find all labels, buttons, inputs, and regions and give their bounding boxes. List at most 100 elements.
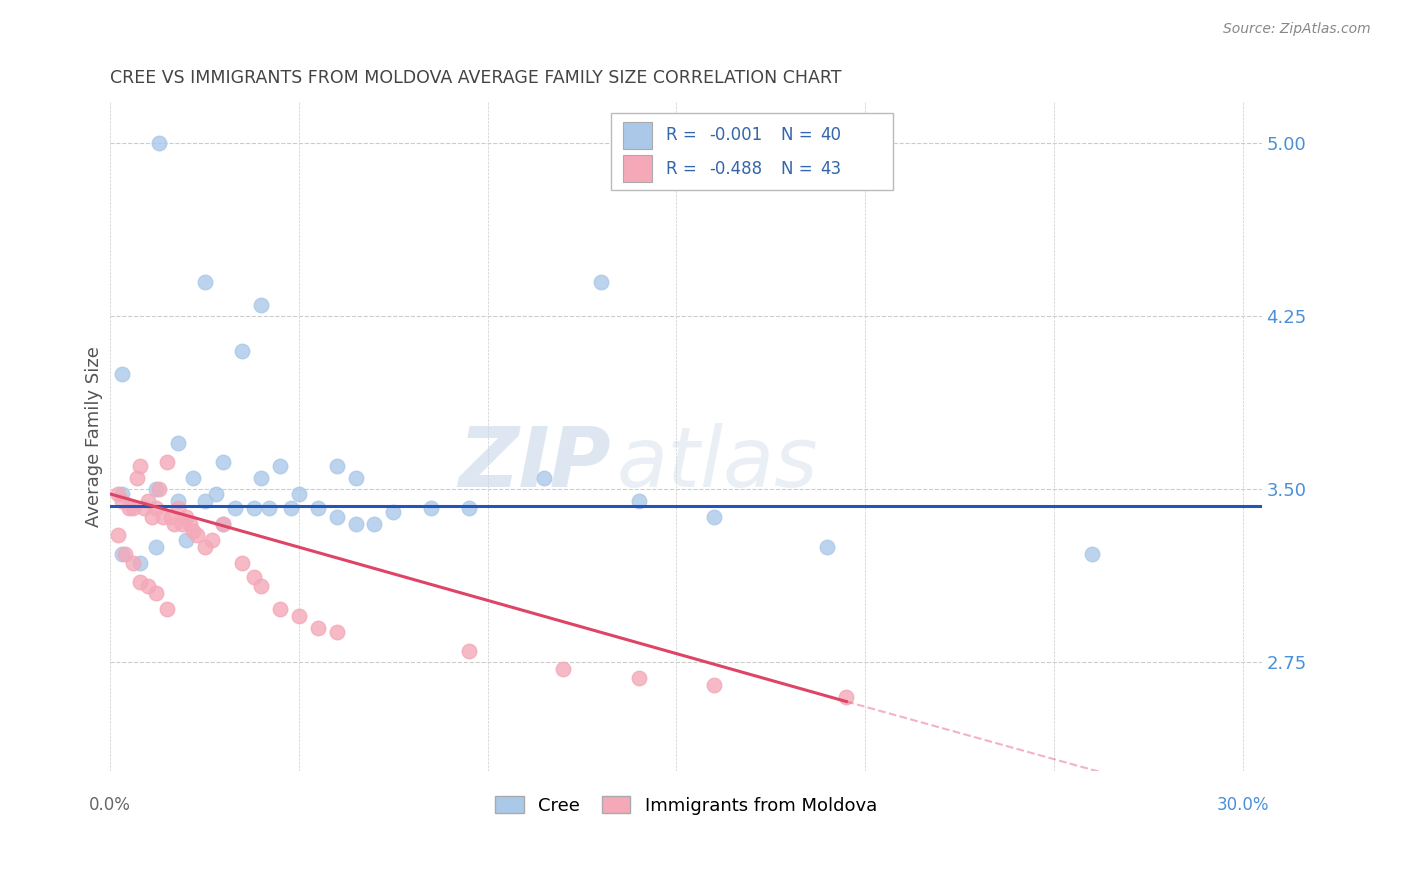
Point bbox=[167, 500, 190, 515]
Point bbox=[224, 500, 246, 515]
Point bbox=[167, 494, 190, 508]
Point bbox=[457, 644, 479, 658]
Point bbox=[181, 471, 204, 485]
Point bbox=[325, 510, 347, 524]
Point bbox=[703, 510, 725, 524]
Point bbox=[141, 510, 163, 524]
Point bbox=[257, 500, 280, 515]
Point bbox=[114, 547, 136, 561]
Point bbox=[152, 510, 174, 524]
Point bbox=[136, 494, 159, 508]
Point bbox=[344, 471, 367, 485]
Legend: Cree, Immigrants from Moldova: Cree, Immigrants from Moldova bbox=[488, 789, 884, 822]
Point bbox=[835, 690, 858, 704]
Point bbox=[122, 556, 145, 570]
Point bbox=[145, 500, 167, 515]
Point bbox=[110, 547, 132, 561]
Point bbox=[136, 579, 159, 593]
Point bbox=[231, 556, 253, 570]
Point bbox=[186, 528, 208, 542]
Point bbox=[325, 625, 347, 640]
Point bbox=[250, 471, 273, 485]
Point bbox=[125, 471, 148, 485]
Point bbox=[148, 136, 170, 151]
Point bbox=[129, 556, 152, 570]
Text: 40: 40 bbox=[821, 127, 842, 145]
Point bbox=[250, 298, 273, 312]
Text: ZIP: ZIP bbox=[458, 423, 612, 504]
Point bbox=[269, 602, 291, 616]
Point bbox=[457, 500, 479, 515]
Point bbox=[194, 540, 217, 554]
Bar bbox=[623, 122, 652, 149]
Y-axis label: Average Family Size: Average Family Size bbox=[86, 346, 103, 527]
Point bbox=[817, 540, 839, 554]
Point bbox=[170, 516, 193, 531]
Point bbox=[231, 344, 253, 359]
Point bbox=[242, 570, 264, 584]
Point bbox=[307, 500, 329, 515]
Text: CREE VS IMMIGRANTS FROM MOLDOVA AVERAGE FAMILY SIZE CORRELATION CHART: CREE VS IMMIGRANTS FROM MOLDOVA AVERAGE … bbox=[110, 69, 842, 87]
Point bbox=[156, 602, 179, 616]
Point bbox=[307, 621, 329, 635]
Point bbox=[212, 516, 235, 531]
Point bbox=[156, 455, 179, 469]
Point bbox=[174, 510, 197, 524]
Point bbox=[148, 483, 170, 497]
Point bbox=[129, 574, 152, 589]
Point bbox=[325, 459, 347, 474]
Point bbox=[145, 483, 167, 497]
Point bbox=[382, 505, 405, 519]
Point bbox=[703, 678, 725, 692]
Text: 30.0%: 30.0% bbox=[1216, 796, 1268, 814]
Text: 0.0%: 0.0% bbox=[90, 796, 131, 814]
Point bbox=[194, 275, 217, 289]
Text: N =: N = bbox=[782, 160, 813, 178]
Text: Source: ZipAtlas.com: Source: ZipAtlas.com bbox=[1223, 22, 1371, 37]
Point bbox=[167, 436, 190, 450]
Point bbox=[1080, 547, 1102, 561]
Text: R =: R = bbox=[666, 160, 697, 178]
Bar bbox=[612, 113, 893, 190]
Point bbox=[288, 487, 311, 501]
Point bbox=[110, 494, 132, 508]
Point bbox=[107, 487, 129, 501]
Point bbox=[145, 586, 167, 600]
Point bbox=[110, 487, 132, 501]
Point bbox=[212, 455, 235, 469]
Point bbox=[110, 367, 132, 381]
Point bbox=[163, 516, 186, 531]
Point bbox=[181, 524, 204, 538]
Text: -0.488: -0.488 bbox=[709, 160, 762, 178]
Point bbox=[242, 500, 264, 515]
Point bbox=[280, 500, 302, 515]
Point bbox=[420, 500, 443, 515]
Point bbox=[179, 516, 201, 531]
Point bbox=[118, 500, 141, 515]
Point bbox=[553, 662, 575, 676]
Point bbox=[174, 533, 197, 547]
Point bbox=[288, 609, 311, 624]
Text: atlas: atlas bbox=[617, 423, 818, 504]
Point bbox=[344, 516, 367, 531]
Point bbox=[194, 494, 217, 508]
Bar bbox=[623, 155, 652, 182]
Point bbox=[134, 500, 156, 515]
Point bbox=[212, 516, 235, 531]
Point bbox=[205, 487, 228, 501]
Point bbox=[627, 672, 650, 686]
Point bbox=[107, 528, 129, 542]
Point bbox=[145, 540, 167, 554]
Point bbox=[129, 459, 152, 474]
Text: 43: 43 bbox=[821, 160, 842, 178]
Point bbox=[533, 471, 555, 485]
Text: -0.001: -0.001 bbox=[709, 127, 762, 145]
Point bbox=[627, 494, 650, 508]
Text: R =: R = bbox=[666, 127, 697, 145]
Point bbox=[201, 533, 224, 547]
Point bbox=[250, 579, 273, 593]
Point bbox=[159, 510, 181, 524]
Point bbox=[122, 500, 145, 515]
Point bbox=[269, 459, 291, 474]
Point bbox=[589, 275, 612, 289]
